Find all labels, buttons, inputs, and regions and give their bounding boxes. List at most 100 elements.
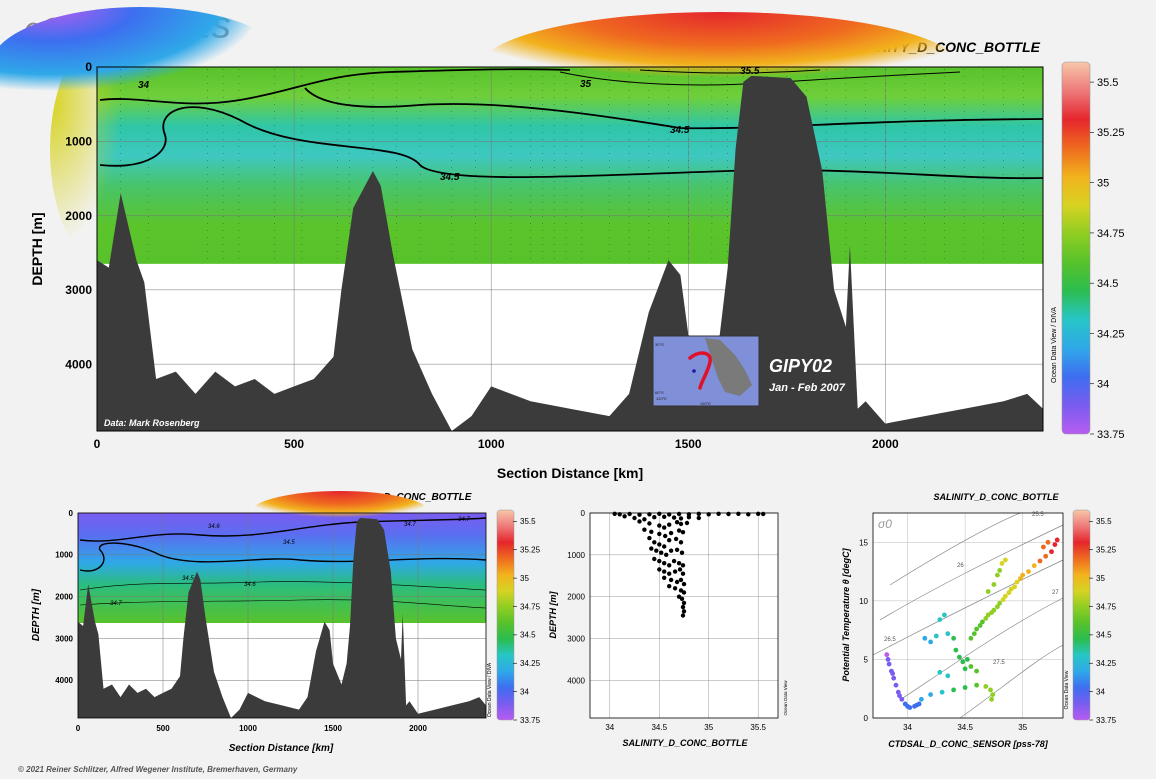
- right-x-axis-label: CTDSAL_D_CONC_SENSOR [pss-78]: [888, 739, 1049, 749]
- y-tick-label: 2000: [65, 209, 92, 223]
- data-point: [928, 692, 933, 697]
- data-point: [999, 561, 1005, 566]
- data-point: [677, 567, 683, 572]
- left-contour-label: 34.7: [404, 522, 416, 528]
- inset-station-dot: [692, 369, 696, 373]
- colorbar-label: 35: [520, 574, 529, 583]
- colorbar-label: 34.25: [1096, 659, 1117, 668]
- main-contour-label: 35: [580, 79, 592, 90]
- main-odv-tag: Ocean Data View / DIVA: [1051, 307, 1058, 383]
- data-point: [696, 515, 701, 521]
- x-tick-label: 35: [704, 723, 713, 732]
- x-tick-label: 1500: [675, 437, 702, 451]
- data-point: [951, 687, 956, 693]
- data-point: [974, 626, 979, 632]
- main-plot-frame: [96, 66, 1044, 432]
- data-point: [672, 586, 678, 591]
- main-section-plot: 34 35 35.5 34.5 34.5 Data: Mark Rosenber…: [0, 7, 1125, 481]
- y-tick-label: 0: [85, 60, 92, 74]
- data-point: [657, 523, 662, 528]
- data-point: [676, 511, 682, 517]
- data-point: [945, 673, 951, 679]
- colorbar-label: 34.25: [520, 659, 541, 668]
- data-point: [1052, 542, 1058, 547]
- data-point: [642, 527, 647, 532]
- data-point: [1049, 549, 1054, 555]
- data-point: [990, 692, 996, 697]
- mid-odv-tag: Ocean Data View: [783, 680, 788, 716]
- data-point: [1054, 537, 1060, 543]
- data-point: [1043, 553, 1049, 559]
- data-point: [983, 684, 989, 689]
- left-colorbar-labels: 35.5 35.25 35 34.75 34.5 34.25 34 33.75: [513, 517, 541, 725]
- data-point: [962, 666, 968, 672]
- data-point: [649, 529, 654, 534]
- data-point: [684, 520, 690, 526]
- data-point: [951, 635, 956, 641]
- y-tick-label: 1000: [65, 134, 92, 148]
- inset-map-tick: 150°E: [700, 401, 711, 406]
- data-point: [680, 530, 686, 535]
- data-point: [662, 544, 667, 549]
- data-point: [681, 609, 687, 614]
- data-point: [672, 569, 678, 574]
- data-point: [668, 577, 674, 583]
- y-tick-label: 2000: [567, 593, 585, 602]
- data-point: [989, 610, 994, 615]
- data-point: [667, 522, 672, 527]
- data-point: [696, 511, 701, 516]
- data-point: [897, 693, 902, 699]
- right-plot-frame: [872, 512, 1064, 719]
- data-point: [662, 569, 667, 574]
- main-y-axis-label: DEPTH [m]: [29, 212, 45, 285]
- y-tick-label: 1000: [55, 551, 73, 560]
- colorbar-label: 34.25: [1097, 328, 1125, 340]
- data-point: [914, 702, 920, 708]
- right-colorbar: [1072, 509, 1091, 721]
- isopycnal-26: [879, 524, 1064, 621]
- main-contour-label: 34: [138, 80, 150, 91]
- data-point: [667, 538, 672, 543]
- main-contour-35.5: [639, 69, 821, 74]
- data-point: [662, 575, 667, 580]
- colorbar-label: 35.25: [1096, 546, 1117, 555]
- data-point: [667, 512, 672, 517]
- isopycnal-label: 25.5: [1032, 512, 1044, 518]
- cruise-dates: Jan - Feb 2007: [769, 382, 846, 394]
- left-axes: 0 500 1000 1500 2000 0 1000 2000 3000 4000: [55, 509, 427, 733]
- x-tick-label: 34: [605, 723, 614, 732]
- colorbar-label: 35.5: [520, 517, 536, 526]
- colorbar-label: 34: [1096, 687, 1105, 696]
- left-x-axis-label: Section Distance [km]: [229, 743, 334, 754]
- data-point: [945, 631, 951, 637]
- colorbar-label: 33.75: [1096, 716, 1117, 725]
- data-point: [989, 696, 994, 702]
- data-point: [674, 520, 680, 525]
- right-chart-title: SALINITY_D_CONC_BOTTLE: [933, 492, 1059, 502]
- inset-map-tick: 30°S: [655, 342, 664, 347]
- inset-landmass: [705, 338, 752, 396]
- left-contour-34.6: [79, 581, 487, 591]
- right-plot-background: [873, 513, 1063, 718]
- data-point: [668, 548, 674, 553]
- isopycnal-27: [899, 597, 1064, 701]
- colorbar-label: 35: [1097, 177, 1109, 189]
- data-point: [1045, 539, 1051, 545]
- left-colorbar: [496, 509, 515, 721]
- data-point: [662, 514, 667, 519]
- x-tick-label: 34.5: [957, 723, 973, 732]
- data-point: [1031, 563, 1037, 569]
- data-point: [928, 639, 933, 645]
- left-contour-34.7: [79, 599, 487, 609]
- colorbar-label: 34.75: [520, 602, 541, 611]
- data-point: [1012, 584, 1017, 590]
- data-point: [680, 563, 686, 568]
- x-tick-label: 34.5: [651, 723, 667, 732]
- main-contour-34.5-upper: [304, 87, 1044, 130]
- data-point: [960, 659, 966, 665]
- colorbar-label: 35.25: [520, 546, 541, 555]
- data-point: [756, 511, 761, 516]
- inset-map-tick: 120°E: [656, 396, 667, 401]
- inset-cruise-track: [688, 351, 712, 390]
- isopycnal-label: 27.5: [993, 660, 1005, 666]
